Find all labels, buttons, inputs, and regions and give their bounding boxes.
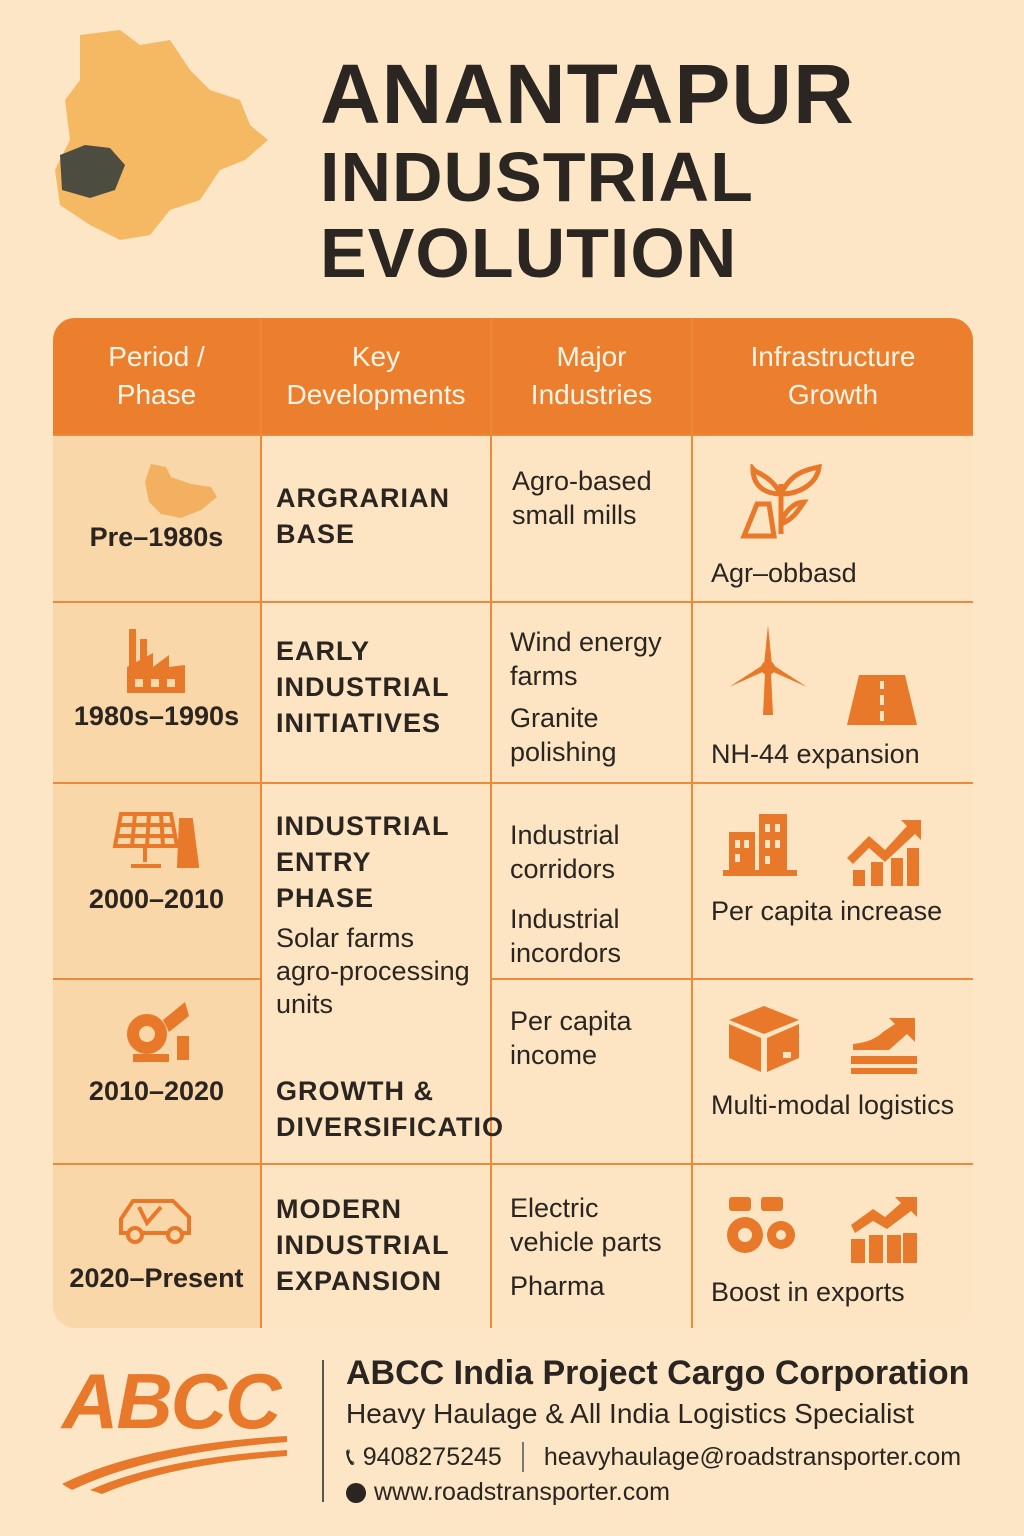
logo-text: ABCC: [62, 1357, 281, 1445]
website-link[interactable]: www.roadstransporter.com: [374, 1478, 670, 1506]
logo-swoosh-icon: [62, 1436, 287, 1494]
abcc-logo: ABCC: [62, 1357, 292, 1494]
state-map-icon: [55, 30, 268, 240]
header-industries: Major Industries: [492, 318, 693, 436]
infra-label: NH-44 expansion: [711, 739, 920, 769]
growth-chart-icon: [847, 820, 921, 886]
development-title: GROWTH & DIVERSIFICATIO: [276, 1076, 505, 1142]
period-label: 2020–Present: [69, 1263, 244, 1293]
development-title: EARLY INDUSTRIAL INITIATIVES: [276, 636, 450, 738]
infra-cell: Per capita increase: [693, 784, 973, 980]
infra-label: Agr–obbasd: [711, 558, 857, 588]
globe-icon: [346, 1482, 366, 1503]
industry-item: Industrial corridors: [510, 820, 620, 884]
header-period: Period / Phase: [53, 318, 262, 436]
period-cell: 2010–2020: [53, 980, 262, 1165]
title-line2: INDUSTRIAL: [320, 138, 754, 216]
industry-item: Pharma: [510, 1271, 605, 1301]
industry-item: Electric vehicle parts: [510, 1193, 662, 1257]
period-cell: 2000–2010: [53, 784, 262, 980]
export-chart-icon: [851, 1197, 917, 1263]
industry-item: Granite polishing: [510, 703, 617, 767]
infra-cell: NH-44 expansion: [693, 603, 973, 784]
infra-cell: Multi-modal logistics: [693, 980, 973, 1165]
industry-item: Wind energy farms: [510, 627, 662, 691]
map-icon: [145, 464, 217, 518]
phone-icon: 📞︎: [346, 1442, 355, 1471]
infra-cell: Boost in exports: [693, 1165, 973, 1328]
header-infrastructure: Infrastructure Growth: [693, 318, 973, 436]
road-icon: [847, 675, 917, 725]
package-icon: [729, 1006, 799, 1072]
development-title: ARGRARIAN BASE: [276, 483, 450, 549]
website-line: www.roadstransporter.com: [346, 1478, 670, 1507]
footer-divider: [322, 1360, 324, 1502]
industries-cell: Industrial corridors Industrial incordor…: [492, 784, 693, 980]
industries-cell: Electric vehicle parts Pharma: [492, 1165, 693, 1328]
gears-icon: [727, 1197, 795, 1253]
industry-item: Industrial incordors: [510, 904, 622, 968]
development-cell: MODERN INDUSTRIAL EXPANSION: [262, 1165, 492, 1328]
period-label: 2010–2020: [88, 1076, 225, 1106]
period-cell: 2020–Present: [53, 1165, 262, 1328]
tagline: Heavy Haulage & All India Logistics Spec…: [346, 1398, 915, 1429]
wind-turbine-icon: [729, 625, 807, 715]
period-cell: Pre–1980s: [53, 436, 262, 603]
evolution-table: Period / Phase Key Developments Major In…: [53, 318, 973, 1328]
development-cell: INDUSTRIAL ENTRY PHASE Solar farms agro-…: [262, 784, 505, 1165]
period-label: 2000–2010: [88, 884, 225, 914]
infra-label: Boost in exports: [711, 1277, 905, 1307]
plant-icon: [740, 464, 822, 539]
industries-cell: Per capita income: [492, 980, 693, 1165]
infra-cell: Agr–obbasd: [693, 436, 973, 603]
development-detail: Solar farms agro-processing units: [276, 923, 470, 1019]
car-icon: [119, 1199, 191, 1244]
industry-item: Agro-based small mills: [512, 466, 652, 530]
contact-divider: [521, 1442, 524, 1472]
development-cell: EARLY INDUSTRIAL INITIATIVES: [262, 603, 492, 784]
development-title: MODERN INDUSTRIAL EXPANSION: [276, 1194, 450, 1296]
period-label: 1980s–1990s: [73, 701, 240, 731]
period-label: Pre–1980s: [89, 522, 224, 552]
company-name: ABCC India Project Cargo Corporation: [346, 1354, 970, 1392]
solar-panel-icon: [112, 812, 199, 868]
contact-line: 📞︎ 9408275245 heavyhaulage@roadstranspor…: [346, 1442, 961, 1472]
title-line3: EVOLUTION: [320, 214, 738, 292]
title-line1: ANANTAPUR: [320, 47, 855, 141]
period-cell: 1980s–1990s: [53, 603, 262, 784]
industry-item: Per capita income: [510, 1006, 632, 1070]
infra-label: Per capita increase: [711, 896, 943, 926]
factory-icon: [127, 629, 185, 693]
header-developments: Key Developments: [262, 318, 492, 436]
industries-cell: Agro-based small mills: [492, 436, 693, 603]
machinery-icon: [127, 1002, 189, 1062]
buildings-icon: [723, 814, 797, 876]
industries-cell: Wind energy farms Granite polishing: [492, 603, 693, 784]
development-cell: ARGRARIAN BASE: [262, 436, 492, 603]
phone-number[interactable]: 9408275245: [362, 1442, 502, 1471]
infra-label: Multi-modal logistics: [711, 1090, 955, 1120]
development-title: INDUSTRIAL ENTRY PHASE: [276, 811, 450, 913]
shipping-icon: [851, 1018, 917, 1074]
email-link[interactable]: heavyhaulage@roadstransporter.com: [543, 1442, 962, 1471]
